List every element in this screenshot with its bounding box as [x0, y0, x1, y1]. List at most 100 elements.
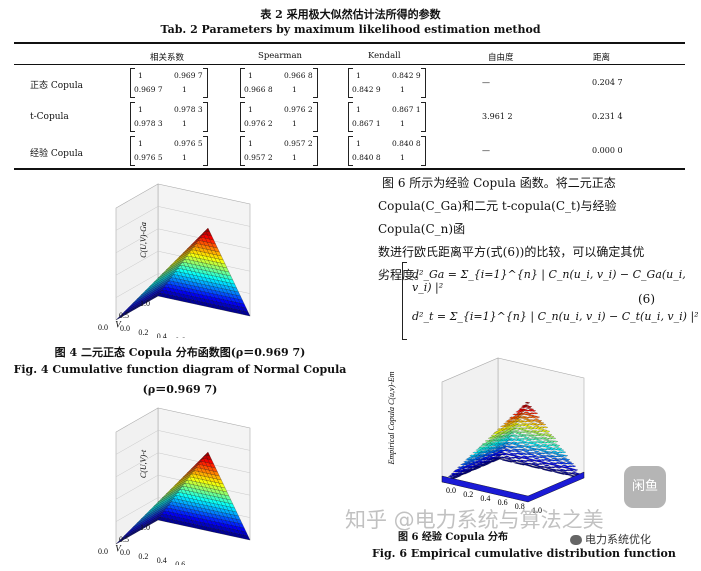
surface-cell	[473, 453, 480, 456]
matrix-cell: 0.966 8	[284, 71, 313, 80]
surface-cell	[491, 449, 498, 452]
surface-cell	[459, 463, 466, 466]
surface-cell	[521, 440, 528, 443]
surface-cell	[540, 456, 547, 459]
surface-cell	[500, 427, 507, 430]
header-spearman: Spearman	[258, 51, 303, 61]
surface-cell	[453, 469, 460, 472]
surface-cell	[512, 413, 519, 416]
table-header-rule	[14, 64, 685, 65]
matrix-cell: 1	[248, 139, 253, 148]
matrix-cell: 1	[400, 153, 405, 162]
surface-cell	[515, 425, 522, 428]
surface-cell	[556, 460, 563, 462]
surface-cell	[531, 462, 538, 465]
tick-label-v: 0.5	[119, 535, 129, 544]
surface-cell	[449, 474, 456, 476]
surface-cell	[495, 437, 502, 440]
surface-cell	[542, 458, 549, 461]
kendall-matrix: 1 0.840 8 0.840 8 1	[348, 136, 426, 166]
surface-cell	[203, 451, 211, 457]
base-skirt	[441, 471, 585, 503]
surface-cell	[528, 453, 535, 456]
surface-cell	[203, 227, 211, 233]
tick-label-v: 0.5	[119, 311, 129, 320]
surface-cell	[481, 443, 488, 445]
tick-label-u: 0.2	[138, 328, 148, 337]
tick-label-u: 0.6	[175, 336, 185, 338]
tick-label-u: 1.0	[532, 506, 542, 515]
surface-cell	[536, 439, 543, 442]
watermark-badge-label: 闲鱼	[631, 479, 658, 494]
bracket-right	[203, 68, 208, 98]
surface-cell	[461, 469, 468, 472]
tick-label-v: 1.0	[140, 299, 150, 308]
surface-cell	[558, 449, 565, 452]
surface-cell	[510, 422, 517, 425]
matrix-cell: 0.867 1	[352, 119, 381, 128]
surface-cell	[523, 436, 530, 439]
surface-cell	[490, 434, 497, 437]
surface-cell	[532, 419, 539, 422]
surface-cell	[520, 406, 527, 409]
surface-cell	[566, 461, 573, 464]
table-top-rule	[14, 42, 685, 44]
surface-cell	[559, 468, 566, 471]
matrix-cell: 1	[182, 119, 187, 128]
dof-value: —	[482, 78, 490, 87]
surface-cell	[533, 418, 540, 421]
dof-value: 3.961 2	[482, 112, 513, 121]
surface-cell	[526, 464, 533, 467]
matrix-cell: 1	[138, 71, 143, 80]
para-line-3: 数进行欧氏距离平方(式(6))的比较，可以确定其优	[378, 245, 645, 259]
surface-cell	[460, 465, 467, 468]
surface-cell	[564, 458, 571, 461]
matrix-cell: 1	[292, 119, 297, 128]
grid-line	[115, 452, 251, 478]
matrix-cell: 1	[356, 71, 361, 80]
tick-label-v: 1.0	[140, 523, 150, 532]
surface-cell	[516, 457, 523, 460]
surface-cell	[570, 472, 577, 475]
surface-cell	[469, 454, 476, 457]
wechat-watermark-label: 电力系统优化	[585, 533, 651, 546]
surface-cell	[568, 462, 575, 465]
surface-cell	[463, 460, 470, 463]
surface-cell	[538, 434, 545, 437]
kendall-matrix: 1 0.842 9 0.842 9 1	[348, 68, 426, 98]
wechat-watermark: 电力系统优化	[570, 531, 651, 547]
dof-value: —	[482, 146, 490, 155]
surface-cell	[502, 456, 509, 459]
surface-cell	[501, 444, 508, 447]
kendall-matrix: 1 0.867 1 0.867 1 1	[348, 102, 426, 132]
fig4-pyramid-plot: 0.00.20.40.60.81.00.00.51.0UVC(U,V)-Ga	[98, 183, 251, 338]
matrix-cell: 0.969 7	[174, 71, 203, 80]
matrix-cell: 0.976 5	[174, 139, 203, 148]
matrix-cell: 1	[138, 105, 143, 114]
corr-matrix: 1 0.969 7 0.969 7 1	[130, 68, 208, 98]
equation-2: d²_t = Σ_{i=1}^{n} | C_n(u_i, v_i) − C_t…	[412, 310, 699, 323]
matrix-cell: 0.978 3	[174, 105, 203, 114]
fig6-caption-cn: 图 6 经验 Copula 分布	[398, 532, 509, 543]
tick-label-v: 0.0	[98, 323, 108, 332]
surface-cell	[450, 472, 457, 475]
surface-cell	[553, 446, 560, 448]
surface-cell	[550, 451, 557, 454]
surface-cell	[561, 464, 568, 467]
row-label: t-Copula	[30, 112, 69, 122]
surface-cell	[563, 459, 570, 462]
surface-cell	[541, 429, 548, 432]
bracket-right	[421, 102, 426, 132]
surface-cell	[570, 465, 577, 468]
surface-cell	[518, 439, 525, 442]
surface-cell	[524, 401, 531, 404]
surface-cell	[521, 448, 528, 451]
matrix-cell: 1	[356, 139, 361, 148]
surface-cell	[543, 464, 550, 467]
matrix-cell: 0.957 2	[244, 153, 273, 162]
header-distance: 距离	[593, 53, 611, 63]
bracket-left	[240, 102, 245, 132]
surface-cell	[513, 415, 520, 418]
surface-cell	[546, 452, 553, 455]
surface-cell	[488, 453, 495, 456]
